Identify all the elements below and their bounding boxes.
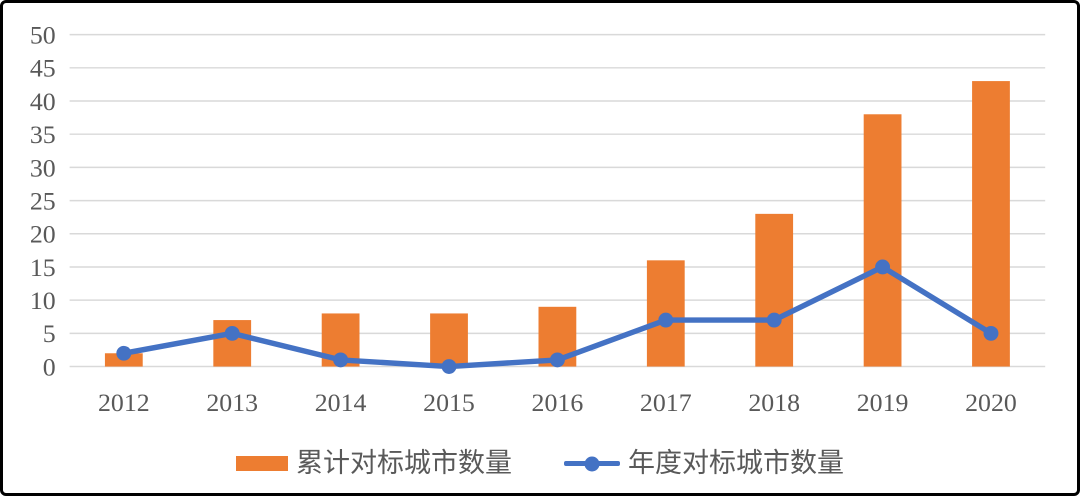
legend-label-annual: 年度对标城市数量 bbox=[628, 448, 844, 478]
bar-series-swatch bbox=[236, 456, 288, 471]
line-marker-2017 bbox=[658, 312, 674, 328]
y-tick-label-20: 20 bbox=[30, 220, 56, 249]
x-tick-label-2019: 2019 bbox=[857, 388, 909, 417]
x-tick-label-2014: 2014 bbox=[315, 388, 367, 417]
y-tick-label-0: 0 bbox=[43, 353, 56, 382]
legend-item-annual: 年度对标城市数量 bbox=[564, 450, 844, 477]
y-tick-label-50: 50 bbox=[30, 21, 56, 50]
x-tick-label-2018: 2018 bbox=[748, 388, 800, 417]
x-tick-label-2012: 2012 bbox=[98, 388, 150, 417]
line-marker-2018 bbox=[766, 312, 782, 328]
combo-chart-plot: 0 5 10 15 20 25 30 35 40 45 50 2012 2013 2014 2015 2016… bbox=[30, 21, 1046, 417]
chart-legend: 累计对标城市数量 年度对标城市数量 bbox=[3, 450, 1077, 477]
x-tick-label-2020: 2020 bbox=[965, 388, 1017, 417]
y-tick-label-45: 45 bbox=[30, 54, 56, 83]
bar-2018 bbox=[755, 213, 794, 367]
bar-2020 bbox=[972, 81, 1010, 367]
y-tick-label-10: 10 bbox=[30, 286, 56, 315]
x-tick-label-2013: 2013 bbox=[206, 388, 258, 417]
bar-2015 bbox=[430, 313, 468, 367]
line-marker-2016 bbox=[549, 352, 565, 368]
line-marker-2020 bbox=[983, 325, 999, 341]
line-marker-2015 bbox=[441, 359, 457, 374]
line-marker-2012 bbox=[116, 345, 132, 361]
line-series-dot-icon bbox=[584, 456, 600, 471]
line-marker-2014 bbox=[333, 352, 349, 368]
y-tick-label-5: 5 bbox=[43, 319, 56, 348]
y-tick-label-30: 30 bbox=[30, 153, 56, 182]
line-marker-2013 bbox=[224, 325, 240, 341]
line-marker-2019 bbox=[875, 259, 891, 275]
y-tick-label-35: 35 bbox=[30, 120, 56, 149]
x-tick-label-2016: 2016 bbox=[532, 388, 584, 417]
legend-item-cumulative: 累计对标城市数量 bbox=[236, 450, 512, 477]
y-tick-label-15: 15 bbox=[30, 253, 56, 282]
x-tick-label-2015: 2015 bbox=[423, 388, 475, 417]
x-tick-label-2017: 2017 bbox=[640, 388, 692, 417]
line-series-marker bbox=[564, 456, 620, 471]
y-tick-label-40: 40 bbox=[30, 87, 56, 116]
legend-label-cumulative: 累计对标城市数量 bbox=[296, 448, 512, 478]
y-tick-label-25: 25 bbox=[30, 187, 56, 216]
bar-2019 bbox=[863, 114, 902, 367]
